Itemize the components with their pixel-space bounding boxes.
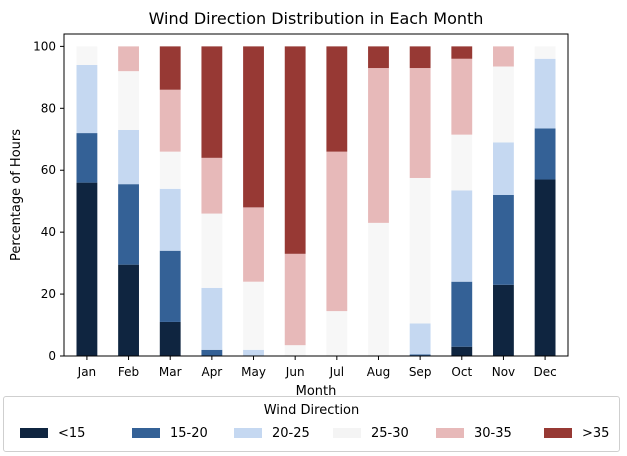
legend-swatch-0 <box>20 428 48 438</box>
legend-swatch-3 <box>333 428 361 438</box>
legend-label-3: 25-30 <box>371 425 409 441</box>
y-axis-label: Percentage of Hours <box>9 129 24 261</box>
bar-jun-series-4 <box>284 253 306 346</box>
legend-swatch-5 <box>544 428 572 438</box>
bar-jul-series-4 <box>326 151 348 312</box>
legend: Wind Direction <15 15-20 20-25 25-30 30-35 >3… <box>3 396 620 452</box>
legend-item-3: 25-30 <box>333 425 409 441</box>
bar-may-series-3 <box>243 281 264 350</box>
bar-mar-series-2 <box>159 188 181 251</box>
x-tick-label-apr: Apr <box>201 365 222 379</box>
y-tick-label-100: 100 <box>33 39 56 53</box>
x-tick-label-jan: Jan <box>77 365 97 379</box>
legend-swatch-1 <box>132 428 160 438</box>
x-tick-label-jun: Jun <box>285 365 305 379</box>
plot-frame <box>63 33 569 357</box>
bar-nov-series-0 <box>493 284 514 356</box>
bar-dec-series-0 <box>534 179 556 356</box>
legend-label-2: 20-25 <box>272 425 310 441</box>
legend-label-4: 30-35 <box>474 425 512 441</box>
bar-may-series-5 <box>243 46 264 208</box>
bar-jan-series-3 <box>76 46 98 65</box>
bar-sep-series-4 <box>409 68 431 178</box>
bar-may-series-2 <box>243 349 264 356</box>
y-tick-label-0: 0 <box>48 349 56 363</box>
bar-jun-series-3 <box>284 345 306 356</box>
bar-oct-series-5 <box>451 46 473 59</box>
bar-mar-series-0 <box>159 321 181 356</box>
bar-nov-series-1 <box>493 195 514 285</box>
bar-feb-series-2 <box>118 129 139 185</box>
x-axis: Jan Feb Mar Apr May Jun Jul Aug Sep Oct Nov Dec <box>77 356 557 379</box>
bar-jan-series-1 <box>76 133 98 183</box>
legend-swatch-2 <box>234 428 262 438</box>
bar-nov-series-4 <box>493 46 514 67</box>
bar-oct-series-0 <box>451 346 473 356</box>
bar-nov-series-3 <box>493 66 514 143</box>
bar-jun-series-5 <box>284 46 306 254</box>
legend-swatch-4 <box>436 428 464 438</box>
bar-dec-series-3 <box>534 46 556 59</box>
bar-sep-series-3 <box>409 177 431 324</box>
legend-item-0: <15 <box>20 425 85 441</box>
bar-feb-series-4 <box>118 46 139 72</box>
bar-apr-series-4 <box>201 157 223 214</box>
bar-mar-series-3 <box>159 151 181 189</box>
bar-apr-series-2 <box>201 287 223 350</box>
bar-jul-series-3 <box>326 311 348 356</box>
y-tick-label-20: 20 <box>41 287 56 301</box>
x-tick-label-may: May <box>241 365 266 379</box>
legend-item-4: 30-35 <box>436 425 512 441</box>
bar-mar-series-5 <box>159 46 181 90</box>
legend-label-1: 15-20 <box>170 425 208 441</box>
bar-mar-series-1 <box>159 250 181 322</box>
bar-aug-series-5 <box>368 46 389 69</box>
bars-layer <box>76 46 556 356</box>
bar-feb-series-1 <box>118 184 139 265</box>
x-tick-label-aug: Aug <box>367 365 390 379</box>
bar-oct-series-2 <box>451 190 473 282</box>
bar-sep-series-5 <box>409 46 431 69</box>
x-tick-label-nov: Nov <box>492 365 515 379</box>
x-tick-label-feb: Feb <box>118 365 139 379</box>
bar-jan-series-2 <box>76 64 98 134</box>
bar-jan-series-0 <box>76 182 98 356</box>
x-tick-label-oct: Oct <box>451 365 472 379</box>
bar-dec-series-2 <box>534 58 556 129</box>
bar-sep-series-2 <box>409 323 431 355</box>
legend-label-5: >35 <box>582 425 610 441</box>
x-tick-label-mar: Mar <box>159 365 182 379</box>
legend-item-1: 15-20 <box>132 425 208 441</box>
x-tick-label-sep: Sep <box>409 365 432 379</box>
chart-title: Wind Direction Distribution in Each Mont… <box>149 9 484 28</box>
legend-label-0: <15 <box>58 425 86 441</box>
bar-oct-series-4 <box>451 58 473 135</box>
y-tick-label-60: 60 <box>41 163 56 177</box>
x-axis-label: Month <box>296 384 337 399</box>
legend-item-5: >35 <box>544 425 609 441</box>
x-tick-label-dec: Dec <box>533 365 556 379</box>
bar-feb-series-0 <box>118 264 139 356</box>
bar-apr-series-3 <box>201 213 223 288</box>
bar-mar-series-4 <box>159 89 181 152</box>
bar-oct-series-1 <box>451 281 473 347</box>
bar-apr-series-1 <box>201 349 223 356</box>
bar-sep-series-1 <box>409 354 431 356</box>
bar-may-series-4 <box>243 207 264 282</box>
bar-aug-series-3 <box>368 222 389 356</box>
bar-oct-series-3 <box>451 134 473 191</box>
bar-aug-series-4 <box>368 68 389 223</box>
bar-dec-series-1 <box>534 128 556 180</box>
y-tick-label-40: 40 <box>41 225 56 239</box>
legend-title: Wind Direction <box>263 403 360 418</box>
legend-item-2: 20-25 <box>234 425 310 441</box>
y-axis: 0 20 40 60 80 100 <box>33 39 64 363</box>
bar-nov-series-2 <box>493 142 514 195</box>
bar-feb-series-3 <box>118 71 139 130</box>
y-tick-label-80: 80 <box>41 101 56 115</box>
bar-apr-series-5 <box>201 46 223 158</box>
bar-jul-series-5 <box>326 46 348 152</box>
x-tick-label-jul: Jul <box>329 365 344 379</box>
